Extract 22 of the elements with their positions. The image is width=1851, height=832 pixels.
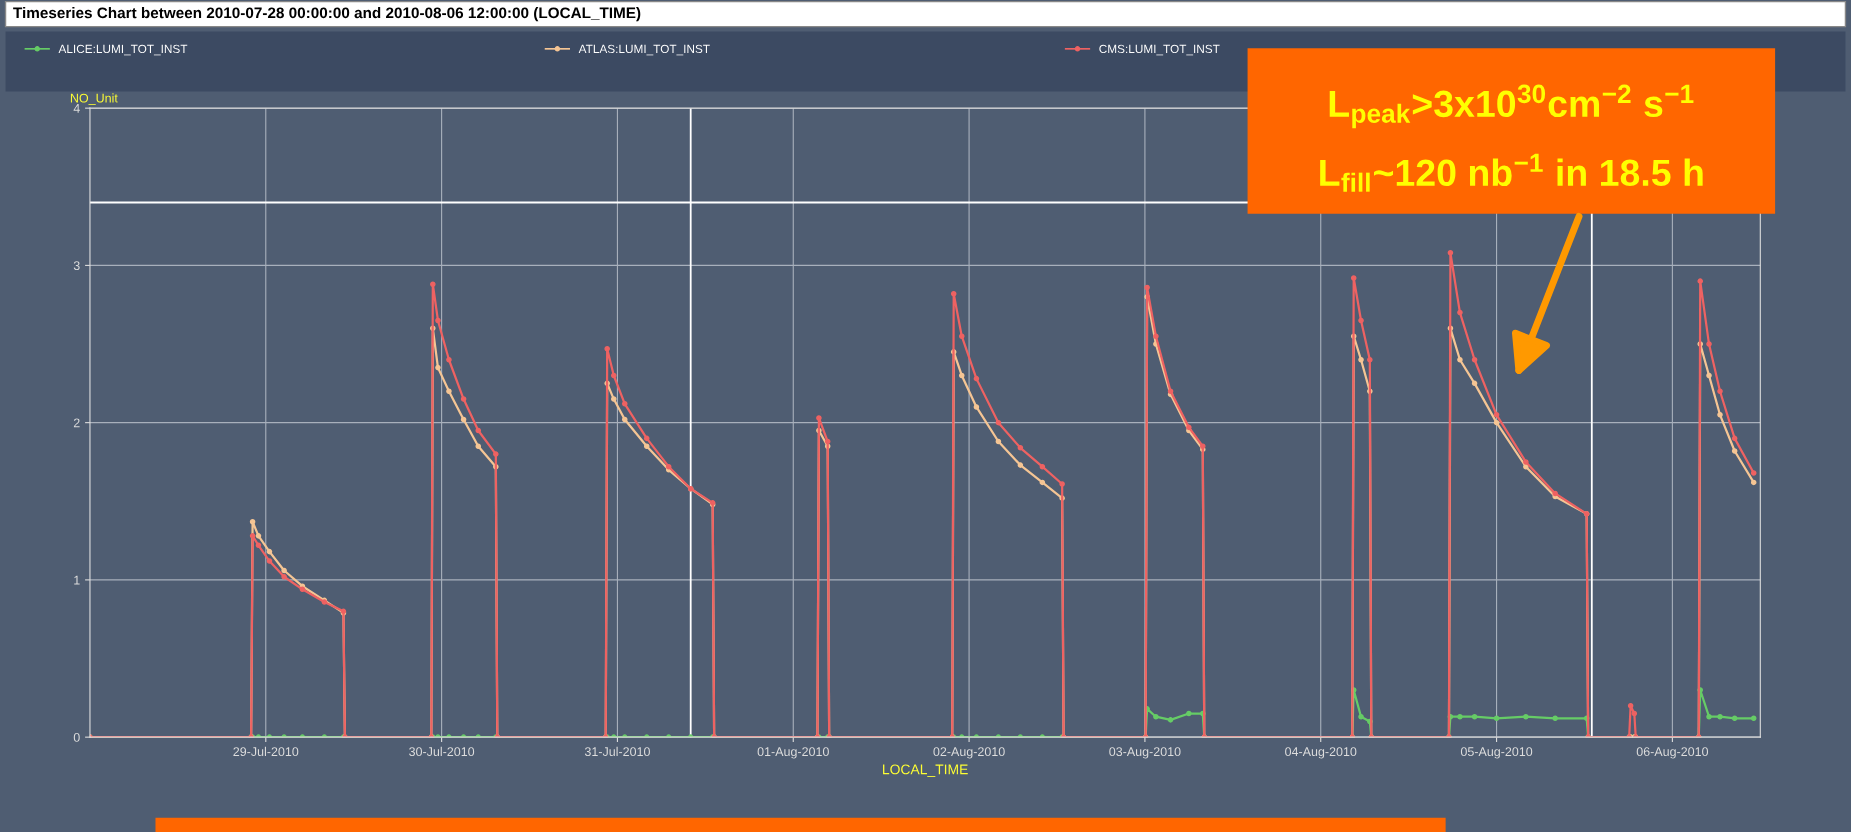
chart-title: Timeseries Chart between 2010-07-28 00:00:00 and 2010-08-06 12:00:00 (LOCAL_TIME): [13, 7, 641, 22]
x-tick-label: 31-Jul-2010: [584, 746, 650, 757]
y-tick-label: 2: [73, 418, 80, 428]
y-axis-title: NO_Unit: [70, 93, 118, 105]
y-tick-label: 1: [74, 575, 80, 585]
x-tick-label: 29-Jul-2010: [233, 746, 299, 757]
x-tick-label: 30-Jul-2010: [409, 746, 475, 757]
x-tick-label: 03-Aug-2010: [1109, 747, 1181, 759]
y-tick-label: 0: [73, 732, 80, 742]
x-axis-title: LOCAL_TIME: [883, 764, 968, 777]
legend-label: ALICE:LUMI_TOT_INST: [58, 44, 188, 56]
x-tick-label: 01-Aug-2010: [757, 747, 829, 759]
legend-label: ATLAS:LUMI_TOT_INST: [578, 44, 710, 56]
x-tick-label: 04-Aug-2010: [1285, 747, 1357, 759]
x-tick-label: 06-Aug-2010: [1636, 747, 1709, 759]
legend-label: CMS:LUMI_TOT_INST: [1099, 44, 1220, 56]
x-tick-label: 05-Aug-2010: [1460, 747, 1533, 759]
y-tick-label: 4: [73, 104, 80, 113]
x-tick-label: 02-Aug-2010: [933, 747, 1005, 759]
annotation: L$_{peak}$>3x10$^{30}$cm$^{−2}$ s$^{−1}$: [1329, 84, 1694, 129]
annotation: L$_{fill}$~120 nb$^{−1}$ in 18.5 h: [1320, 153, 1703, 192]
y-tick-label: 3: [73, 261, 80, 271]
